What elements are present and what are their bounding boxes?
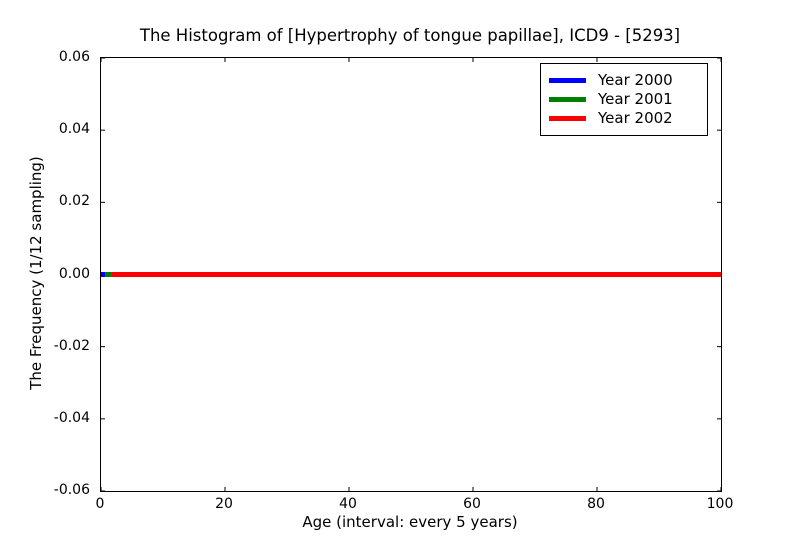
- legend-row: Year 2001: [549, 91, 699, 108]
- legend-label: Year 2000: [598, 71, 673, 89]
- y-tick-label: 0.06: [58, 49, 90, 65]
- x-axis-label: Age (interval: every 5 years): [302, 513, 518, 531]
- legend-line-swatch: [549, 116, 586, 121]
- y-tick-label: 0.02: [58, 193, 90, 210]
- plot-canvas: [101, 58, 721, 491]
- y-tick-label: -0.04: [53, 409, 90, 426]
- x-tick-label: 0: [95, 496, 105, 512]
- legend-line-swatch: [549, 97, 586, 102]
- legend: Year 2000 Year 2001 Year 2002: [540, 63, 708, 136]
- y-tick-label: 0.00: [58, 265, 90, 282]
- legend-label: Year 2002: [598, 109, 673, 127]
- legend-row: Year 2000: [549, 72, 699, 89]
- y-tick-label: -0.02: [53, 337, 90, 354]
- x-tick-label: 40: [339, 496, 357, 512]
- x-tick-label: 80: [587, 496, 605, 512]
- legend-label: Year 2001: [598, 90, 673, 108]
- x-tick-label: 20: [215, 496, 233, 512]
- x-tick-label: 100: [706, 496, 734, 512]
- y-axis-label: The Frequency (1/12 sampling): [27, 156, 45, 390]
- x-tick-label: 60: [463, 496, 481, 512]
- legend-line-swatch: [549, 78, 586, 83]
- chart-title: The Histogram of [Hypertrophy of tongue …: [139, 26, 681, 45]
- y-tick-label: -0.06: [53, 482, 90, 498]
- y-tick-label: 0.04: [58, 121, 90, 138]
- legend-row: Year 2002: [549, 110, 699, 127]
